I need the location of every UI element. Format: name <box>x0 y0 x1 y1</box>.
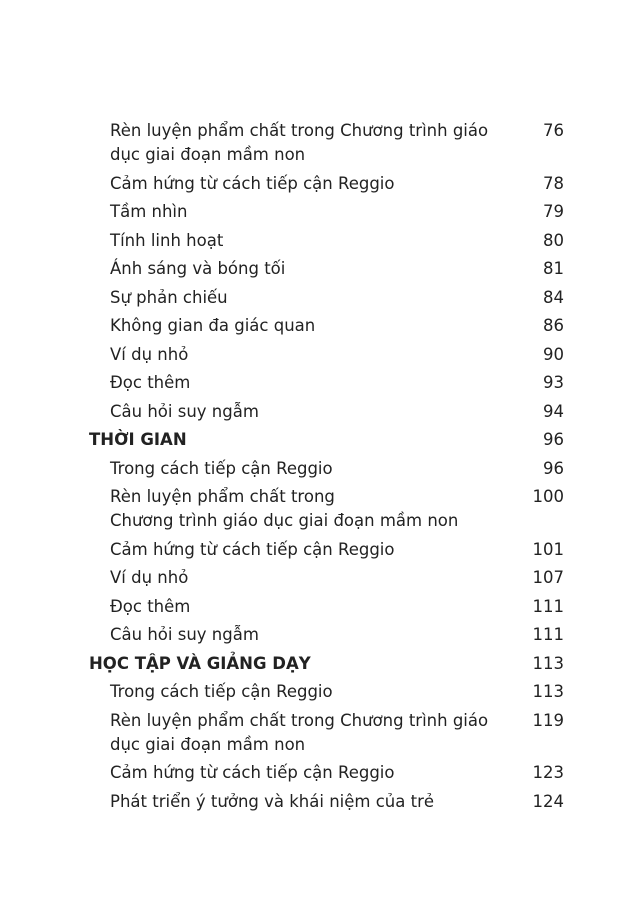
toc-entry-title: Ví dụ nhỏ <box>110 566 640 590</box>
toc-entry-title: Không gian đa giác quan <box>110 314 640 338</box>
toc-entry: Rèn luyện phẩm chất trong Chương trình g… <box>0 707 640 760</box>
toc-page-number: 100 <box>532 487 565 507</box>
toc-page-number: 90 <box>543 344 564 364</box>
toc-entry-title: Tầm nhìn <box>110 200 640 224</box>
toc-entry-title: Cảm hứng từ cách tiếp cận Reggio <box>110 761 640 785</box>
toc-entry-title-line: Câu hỏi suy ngẫm <box>110 401 259 421</box>
toc-page-number: 78 <box>543 173 564 193</box>
toc-page-number: 111 <box>532 596 565 616</box>
toc-entry-title-line: Chương trình giáo dục giai đoạn mầm non <box>110 511 459 531</box>
toc-entry: Ánh sáng và bóng tối 81 <box>0 255 640 284</box>
toc-entry-title-line: Câu hỏi suy ngẫm <box>110 625 259 645</box>
toc-entry: Cảm hứng từ cách tiếp cận Reggio 78 <box>0 170 640 199</box>
toc-entry: Cảm hứng từ cách tiếp cận Reggio 101 <box>0 536 640 565</box>
toc-entry-title: Cảm hứng từ cách tiếp cận Reggio <box>110 172 640 196</box>
toc-entry: Câu hỏi suy ngẫm 111 <box>0 621 640 650</box>
toc-entry-title: Đọc thêm <box>110 595 640 619</box>
toc-entry-title-line: Rèn luyện phẩm chất trong Chương trình g… <box>110 121 489 141</box>
toc-entry-title-line: Cảm hứng từ cách tiếp cận Reggio <box>110 173 395 193</box>
toc-entry-title: Rèn luyện phẩm chất trong Chương trình g… <box>110 709 640 757</box>
toc-entry-title: THỜI GIAN <box>89 428 640 452</box>
toc-entry-title-line: Sự phản chiếu <box>110 287 228 307</box>
toc-entry-title-line: HỌC TẬP VÀ GIẢNG DẠY <box>89 653 311 673</box>
toc-entry-title-line: Tính linh hoạt <box>110 230 224 250</box>
toc-page-number: 76 <box>543 121 564 141</box>
toc-entry-title: Ánh sáng và bóng tối <box>110 257 640 281</box>
toc-entry: Ví dụ nhỏ 107 <box>0 564 640 593</box>
toc-entry-title-line: Rèn luyện phẩm chất trong Chương trình g… <box>110 710 489 730</box>
toc-entry-title-line: Phát triển ý tưởng và khái niệm của trẻ <box>110 791 435 811</box>
toc-entry-title: Đọc thêm <box>110 371 640 395</box>
toc-page-number: 80 <box>543 230 564 250</box>
toc-entry-title-line: Ví dụ nhỏ <box>110 344 189 364</box>
toc-entry-title: Trong cách tiếp cận Reggio <box>110 680 640 704</box>
toc-entry: Rèn luyện phẩm chất trong Chương trình gi… <box>0 483 640 536</box>
toc-page-number: 84 <box>543 287 564 307</box>
toc-entry-title-line: Trong cách tiếp cận Reggio <box>110 682 333 702</box>
toc-page-number: 93 <box>543 373 564 393</box>
toc-entry-title: Rèn luyện phẩm chất trong Chương trình g… <box>110 119 640 167</box>
toc-entry-title: Cảm hứng từ cách tiếp cận Reggio <box>110 538 640 562</box>
toc-page-number: 94 <box>543 401 564 421</box>
toc-entry-title-line: Tầm nhìn <box>110 202 188 222</box>
toc-page-number: 119 <box>532 710 565 730</box>
toc-entry-title-line: dục giai đoạn mầm non <box>110 145 306 165</box>
toc-entry: Trong cách tiếp cận Reggio 96 <box>0 455 640 484</box>
toc-entry: Phát triển ý tưởng và khái niệm của trẻ 1… <box>0 788 640 817</box>
toc-entry: Rèn luyện phẩm chất trong Chương trình g… <box>0 117 640 170</box>
toc-entry: Ví dụ nhỏ 90 <box>0 341 640 370</box>
toc-chapter-entry: THỜI GIAN 96 <box>0 426 640 455</box>
toc-entry-title: Câu hỏi suy ngẫm <box>110 400 640 424</box>
toc-entry-title-line: dục giai đoạn mầm non <box>110 734 306 754</box>
toc-page-number: 107 <box>532 568 565 588</box>
toc-entry: Câu hỏi suy ngẫm 94 <box>0 398 640 427</box>
toc-page-number: 124 <box>532 791 565 811</box>
toc-entry-title-line: Cảm hứng từ cách tiếp cận Reggio <box>110 539 395 559</box>
toc-entry-title: HỌC TẬP VÀ GIẢNG DẠY <box>89 652 640 676</box>
toc-entry-title: Tính linh hoạt <box>110 229 640 253</box>
toc-entry: Đọc thêm 111 <box>0 593 640 622</box>
toc-entry-title-line: Ánh sáng và bóng tối <box>110 259 286 279</box>
toc-page-number: 96 <box>543 430 564 450</box>
toc-entry-title-line: Trong cách tiếp cận Reggio <box>110 458 333 478</box>
toc-entry: Tầm nhìn 79 <box>0 198 640 227</box>
toc-entry-title-line: Rèn luyện phẩm chất trong <box>110 487 335 507</box>
toc-entry-title: Trong cách tiếp cận Reggio <box>110 457 640 481</box>
toc-page-number: 79 <box>543 202 564 222</box>
toc-entry: Trong cách tiếp cận Reggio 113 <box>0 678 640 707</box>
toc-page-number: 81 <box>543 259 564 279</box>
toc-entry-title: Ví dụ nhỏ <box>110 343 640 367</box>
toc-entry: Cảm hứng từ cách tiếp cận Reggio 123 <box>0 759 640 788</box>
toc-entry-title: Phát triển ý tưởng và khái niệm của trẻ <box>110 790 640 814</box>
toc-entry-title-line: Không gian đa giác quan <box>110 316 316 336</box>
toc-page-number: 113 <box>532 682 565 702</box>
toc-entry-title: Câu hỏi suy ngẫm <box>110 623 640 647</box>
toc-entry: Không gian đa giác quan 86 <box>0 312 640 341</box>
toc-entry-title-line: THỜI GIAN <box>89 430 187 450</box>
toc-page-number: 86 <box>543 316 564 336</box>
toc-entry: Tính linh hoạt 80 <box>0 227 640 256</box>
toc-chapter-entry: HỌC TẬP VÀ GIẢNG DẠY 113 <box>0 650 640 679</box>
toc-entry: Đọc thêm 93 <box>0 369 640 398</box>
toc-entry-title-line: Đọc thêm <box>110 596 191 616</box>
toc-entry: Sự phản chiếu 84 <box>0 284 640 313</box>
toc-entry-title-line: Đọc thêm <box>110 373 191 393</box>
toc-page-number: 123 <box>532 763 565 783</box>
table-of-contents: Rèn luyện phẩm chất trong Chương trình g… <box>0 117 640 816</box>
toc-page-number: 101 <box>532 539 565 559</box>
toc-page-number: 111 <box>532 625 565 645</box>
toc-entry-title: Rèn luyện phẩm chất trong Chương trình gi… <box>110 485 640 533</box>
toc-entry-title-line: Cảm hứng từ cách tiếp cận Reggio <box>110 763 395 783</box>
toc-page-number: 96 <box>543 458 564 478</box>
toc-entry-title: Sự phản chiếu <box>110 286 640 310</box>
toc-entry-title-line: Ví dụ nhỏ <box>110 568 189 588</box>
toc-page-number: 113 <box>532 653 565 673</box>
